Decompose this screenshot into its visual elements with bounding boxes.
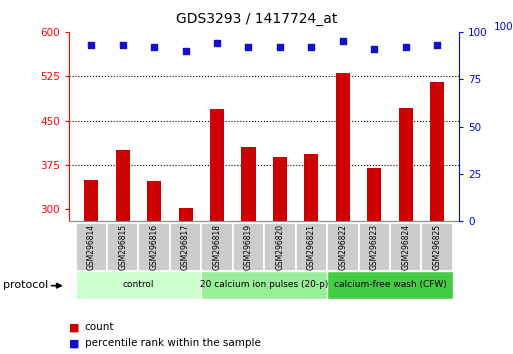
Point (307, 44, 315, 50)
Text: GSM296817: GSM296817 (181, 224, 190, 270)
Bar (84, 180, 98, 354)
Text: GDS3293 / 1417724_at: GDS3293 / 1417724_at (176, 12, 337, 27)
Bar (295, 223, 327, 271)
Bar (170, 223, 201, 271)
Text: control: control (123, 280, 154, 290)
Bar (336, 73, 350, 354)
Text: GSM296825: GSM296825 (432, 224, 442, 270)
Bar (75, 271, 201, 299)
Point (370, 46, 379, 52)
Bar (201, 271, 327, 299)
Bar (147, 181, 161, 354)
Bar (304, 154, 319, 354)
Bar (359, 223, 390, 271)
Text: count: count (85, 322, 114, 332)
Text: GSM296822: GSM296822 (338, 224, 347, 270)
Bar (367, 168, 381, 354)
Text: GSM296818: GSM296818 (212, 224, 222, 270)
Bar (201, 223, 233, 271)
Point (87, 42, 95, 48)
Bar (107, 223, 139, 271)
Point (276, 44, 284, 50)
Text: GSM296816: GSM296816 (150, 224, 159, 270)
Bar (115, 150, 130, 354)
Bar (75, 223, 107, 271)
Bar (390, 223, 421, 271)
Bar (139, 223, 170, 271)
Text: GSM296815: GSM296815 (118, 224, 127, 270)
Text: 20 calcium ion pulses (20-p): 20 calcium ion pulses (20-p) (200, 280, 328, 290)
Text: protocol: protocol (3, 280, 48, 290)
Bar (210, 109, 224, 354)
Bar (242, 147, 255, 354)
Text: ■: ■ (69, 322, 80, 332)
Point (182, 48, 190, 53)
Bar (399, 108, 413, 354)
Bar (421, 223, 453, 271)
Point (244, 44, 252, 50)
Text: GSM296824: GSM296824 (401, 224, 410, 270)
Bar (273, 157, 287, 354)
Bar (179, 208, 193, 354)
Text: percentile rank within the sample: percentile rank within the sample (85, 338, 261, 348)
Text: ■: ■ (69, 338, 80, 348)
Text: calcium-free wash (CFW): calcium-free wash (CFW) (333, 280, 446, 290)
Text: GSM296821: GSM296821 (307, 224, 316, 270)
Bar (233, 223, 264, 271)
Text: GSM296820: GSM296820 (275, 224, 284, 270)
Text: 100%: 100% (494, 22, 513, 32)
Bar (327, 271, 453, 299)
Text: GSM296814: GSM296814 (87, 224, 96, 270)
Point (150, 44, 158, 50)
Text: GSM296823: GSM296823 (370, 224, 379, 270)
Bar (327, 223, 359, 271)
Point (402, 44, 410, 50)
Bar (430, 82, 444, 354)
Point (433, 42, 441, 48)
Point (213, 40, 221, 46)
Bar (264, 223, 295, 271)
Text: GSM296819: GSM296819 (244, 224, 253, 270)
Point (339, 39, 347, 44)
Point (119, 42, 127, 48)
